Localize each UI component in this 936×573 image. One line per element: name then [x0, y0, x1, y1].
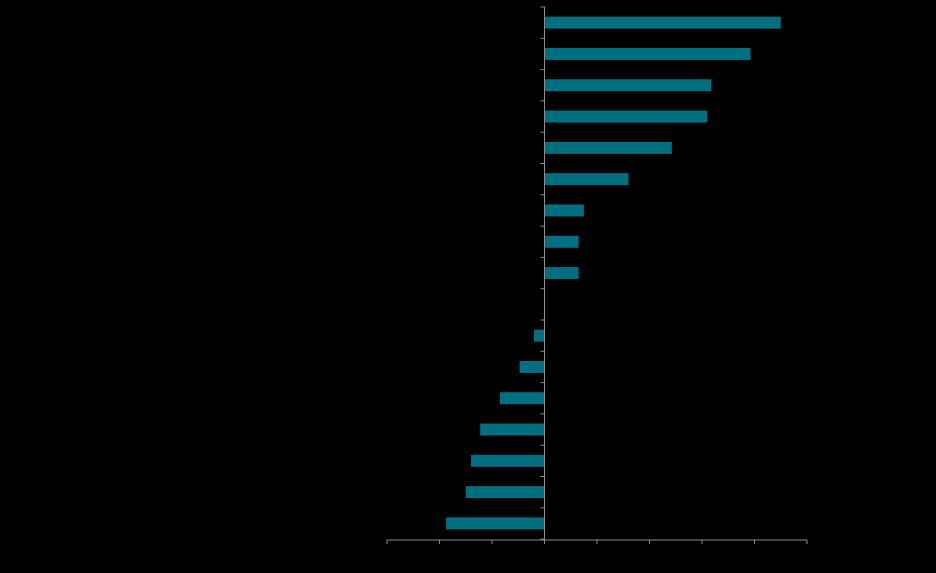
bar-11 — [534, 329, 545, 342]
bars-group — [446, 16, 781, 530]
bar-4 — [544, 110, 708, 123]
bar-5 — [544, 141, 672, 154]
bar-15 — [471, 454, 545, 467]
bar-6 — [544, 173, 629, 186]
bar-7 — [544, 204, 584, 217]
axes-group — [386, 6, 808, 544]
bar-13 — [499, 392, 545, 405]
bar-14 — [480, 423, 545, 436]
bar-2 — [544, 47, 751, 60]
bar-9 — [544, 267, 579, 280]
bar-1 — [544, 16, 781, 29]
bar-8 — [544, 235, 579, 248]
bar-3 — [544, 79, 712, 92]
bar-17 — [446, 517, 545, 530]
bar-16 — [465, 486, 545, 499]
bar-12 — [519, 360, 545, 373]
